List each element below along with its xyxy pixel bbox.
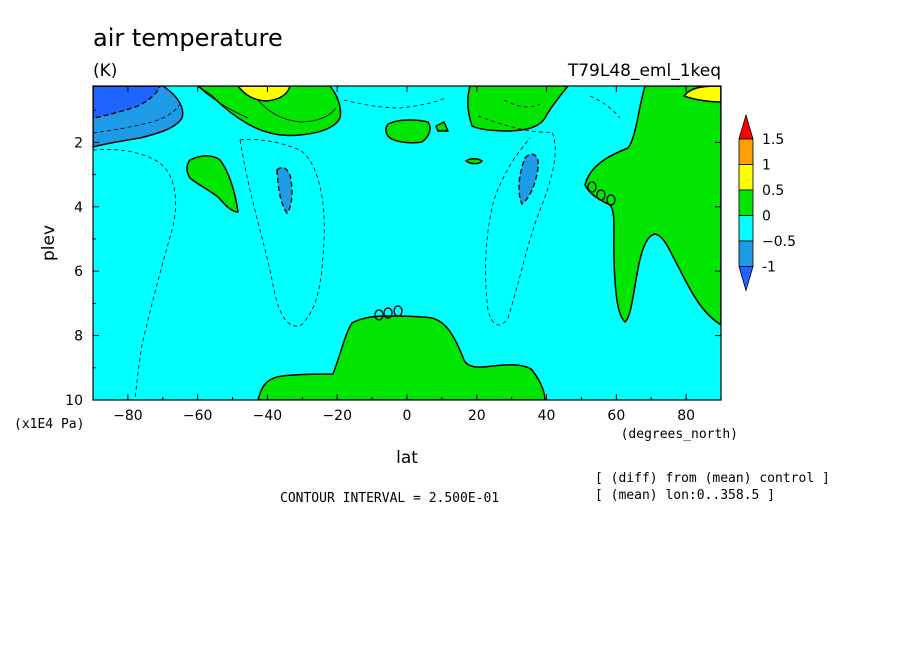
colorbar-label: −0.5	[762, 234, 796, 250]
contour-line-sh-polar-stratosphere-core	[93, 86, 161, 119]
contour-line-nh-polar-top-warm	[682, 86, 721, 103]
x-tick-label: 80	[677, 408, 695, 424]
contour-line-nh-high-latitude-warm	[467, 86, 569, 132]
x-tick-label: −80	[113, 408, 143, 424]
y-tick-label: 4	[74, 200, 83, 216]
contour-loop-1	[383, 307, 393, 319]
plot-area	[93, 86, 721, 400]
colorbar-label: 0.5	[762, 183, 784, 199]
solid-contour-0	[257, 99, 337, 123]
x-tick-label: −20	[322, 408, 352, 424]
dashed-contour-1	[93, 103, 181, 134]
contour-line-sh-midlat-upper-warm-core	[237, 86, 291, 102]
contour-loop-3	[587, 181, 597, 193]
contour-line-sh-polar-stratosphere	[93, 86, 184, 148]
y-units-label: (x1E4 Pa)	[14, 417, 84, 432]
contour-line-sh-midlat-upper-warm	[435, 120, 450, 132]
contour-line-sh-midlat-upper-warm	[186, 155, 239, 213]
contour-line-tropical-lower-troposphere-warm	[257, 315, 546, 400]
y-tick-label: 10	[65, 393, 83, 409]
x-axis-label: lat	[396, 448, 418, 468]
run-label: T79L48_eml_1keq	[567, 61, 721, 81]
dashed-contour-0	[93, 149, 177, 400]
contour-line-nh-high-latitude-warm	[584, 86, 721, 326]
x-tick-label: 60	[607, 408, 625, 424]
contour-line-sh-midlat-upper-warm	[464, 158, 484, 165]
note-line-1: [ (diff) from (mean) control ]	[595, 471, 830, 486]
chart-title: air temperature	[93, 24, 283, 52]
contour-line-sh-subtropical-cool-pocket	[276, 166, 293, 215]
x-tick-label: 20	[468, 408, 486, 424]
contour-line-sh-midlat-upper-warm	[196, 86, 342, 137]
solid-contour-1	[199, 87, 249, 119]
colorbar: -1 −0.5 0 0.5 1 1.5	[738, 113, 796, 292]
contour-loop-5	[606, 194, 616, 206]
contour-line-sh-midlat-upper-warm	[385, 119, 431, 144]
contour-loop-2	[393, 305, 403, 317]
contour-interval-label: CONTOUR INTERVAL = 2.500E-01	[280, 491, 499, 506]
colorbar-label: -1	[762, 260, 776, 276]
nh-polar-top-warm	[684, 86, 721, 102]
contour-loop-4	[596, 189, 606, 201]
colorbar-label: 0	[762, 209, 771, 225]
colorbar-swatch	[738, 215, 754, 242]
colorbar-label: 1	[762, 158, 771, 174]
contour-loop-0	[374, 309, 384, 321]
nh-high-latitude-warm	[585, 86, 721, 325]
sh-midlat-upper-warm	[187, 155, 238, 212]
x-tick-label: −60	[183, 408, 213, 424]
colorbar-swatch	[738, 240, 754, 267]
colorbar-extend-min	[738, 266, 754, 292]
colorbar-swatch	[738, 138, 754, 165]
sh-polar-stratosphere-core	[93, 86, 160, 118]
dashed-contour-2	[239, 139, 325, 327]
y-tick-label: 8	[74, 329, 83, 345]
tropical-lower-troposphere-warm	[258, 316, 545, 400]
x-tick-label: 0	[403, 408, 412, 424]
dashed-contour-3	[343, 97, 447, 109]
note-line-2: [ (mean) lon:0..358.5 ]	[595, 488, 775, 503]
colorbar-swatch	[738, 189, 754, 216]
y-axis-label: plev	[39, 225, 59, 261]
sh-subtropical-cool-pocket	[277, 167, 292, 213]
dashed-contour-4	[477, 115, 556, 326]
x-tick-label: −40	[253, 408, 283, 424]
y-tick-label: 6	[74, 264, 83, 280]
sh-midlat-upper-warm	[385, 119, 430, 143]
nh-subtropical-cool-pocket	[518, 154, 539, 204]
y-tick-label: 2	[74, 135, 83, 151]
dashed-contour-5	[589, 95, 621, 119]
contour-line-nh-subtropical-cool-pocket	[518, 153, 540, 206]
colorbar-swatch	[738, 164, 754, 191]
colorbar-label: 1.5	[762, 132, 784, 148]
x-units-label: (degrees_north)	[621, 427, 738, 442]
sh-midlat-upper-warm-core	[238, 86, 290, 101]
units-label: (K)	[93, 61, 117, 81]
dashed-contour-6	[503, 99, 541, 108]
x-tick-label: 40	[538, 408, 556, 424]
colorbar-extend-max	[738, 113, 754, 140]
